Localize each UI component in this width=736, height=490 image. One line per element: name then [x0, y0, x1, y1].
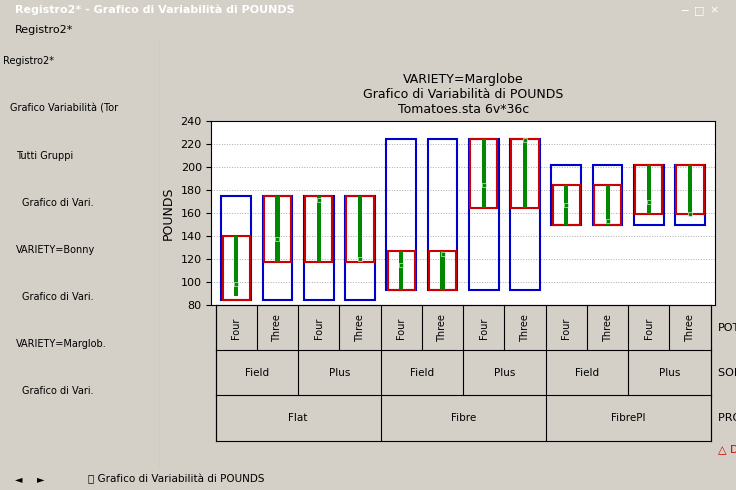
Bar: [482, 139, 486, 208]
Bar: [551, 165, 581, 225]
Text: Field: Field: [410, 368, 434, 378]
Text: SOIL CONDITION: SOIL CONDITION: [718, 368, 736, 378]
Text: △ Dati Grezzi: △ Dati Grezzi: [718, 444, 736, 454]
Bar: [523, 139, 527, 208]
Bar: [635, 165, 662, 215]
Bar: [263, 196, 292, 299]
Bar: [469, 139, 499, 291]
Bar: [470, 139, 498, 208]
Text: Four: Four: [562, 317, 571, 339]
Text: VARIETY=Bonny: VARIETY=Bonny: [16, 245, 95, 255]
Text: Three: Three: [272, 314, 283, 342]
Text: 🖼 Grafico di Variabilità di POUNDS: 🖼 Grafico di Variabilità di POUNDS: [88, 474, 265, 484]
Text: Registro2*: Registro2*: [3, 56, 54, 67]
Text: Plus: Plus: [659, 368, 680, 378]
Text: Field: Field: [575, 368, 599, 378]
Text: Registro2*: Registro2*: [15, 25, 73, 35]
Text: Three: Three: [685, 314, 695, 342]
Text: Registro2* - Grafico di Variabilità di POUNDS: Registro2* - Grafico di Variabilità di P…: [15, 5, 294, 15]
Text: Three: Three: [603, 314, 612, 342]
Bar: [594, 185, 621, 225]
Bar: [222, 236, 250, 299]
Text: VARIETY=Marglob.: VARIETY=Marglob.: [16, 339, 107, 349]
Text: Three: Three: [355, 314, 365, 342]
Bar: [399, 251, 403, 291]
Text: Four: Four: [479, 317, 489, 339]
Text: Plus: Plus: [329, 368, 350, 378]
Bar: [347, 196, 374, 262]
Text: Grafico Variabilità (Tor: Grafico Variabilità (Tor: [10, 103, 118, 114]
Text: Plus: Plus: [494, 368, 515, 378]
Bar: [305, 196, 333, 262]
Bar: [565, 185, 568, 225]
Bar: [606, 185, 609, 225]
Text: Fibre: Fibre: [450, 413, 475, 423]
Bar: [440, 251, 445, 291]
Bar: [358, 196, 362, 262]
Bar: [428, 139, 457, 291]
Bar: [429, 251, 456, 291]
Text: Tutti Gruppi: Tutti Gruppi: [16, 150, 74, 161]
Text: POTSIZE: POTSIZE: [718, 323, 736, 333]
Bar: [222, 196, 251, 299]
Bar: [234, 236, 238, 296]
Text: FibrePI: FibrePI: [611, 413, 645, 423]
Text: □: □: [694, 5, 704, 15]
Bar: [264, 196, 291, 262]
Bar: [592, 165, 623, 225]
Y-axis label: POUNDS: POUNDS: [162, 187, 175, 240]
Text: Three: Three: [437, 314, 447, 342]
Text: Four: Four: [314, 317, 324, 339]
Bar: [512, 139, 539, 208]
Bar: [386, 139, 416, 291]
Text: Four: Four: [396, 317, 406, 339]
Bar: [388, 251, 415, 291]
Bar: [634, 165, 664, 225]
Bar: [676, 165, 704, 215]
Text: Field: Field: [245, 368, 269, 378]
Bar: [510, 139, 540, 291]
Bar: [304, 196, 333, 299]
Text: PRODUCTION METHOD: PRODUCTION METHOD: [718, 413, 736, 423]
Text: ◄: ◄: [15, 474, 22, 484]
Title: VARIETY=Marglobe
Grafico di Variabilità di POUNDS
Tomatoes.sta 6v*36c: VARIETY=Marglobe Grafico di Variabilità …: [363, 73, 563, 116]
Text: ─: ─: [681, 5, 688, 15]
Bar: [688, 165, 692, 215]
Text: Four: Four: [231, 317, 241, 339]
Text: Flat: Flat: [289, 413, 308, 423]
Text: Grafico di Vari.: Grafico di Vari.: [22, 197, 94, 208]
Text: Grafico di Vari.: Grafico di Vari.: [22, 292, 94, 302]
Bar: [345, 196, 375, 299]
Bar: [275, 196, 280, 262]
Text: ×: ×: [710, 5, 718, 15]
Bar: [675, 165, 705, 225]
Bar: [553, 185, 580, 225]
Bar: [647, 165, 651, 215]
Text: Grafico di Vari.: Grafico di Vari.: [22, 386, 94, 396]
Bar: [316, 196, 321, 262]
Text: Three: Three: [520, 314, 530, 342]
Text: Four: Four: [644, 317, 654, 339]
Text: ►: ►: [37, 474, 44, 484]
